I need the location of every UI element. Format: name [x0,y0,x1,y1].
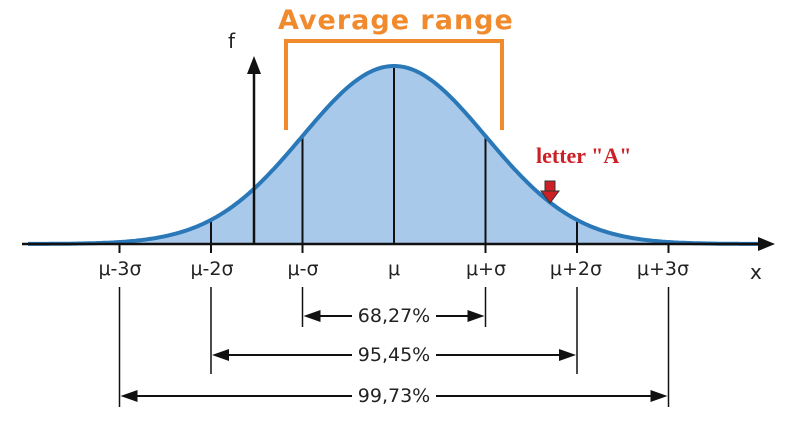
tick-label-plus-1-sigma: μ+σ [466,258,506,280]
arrow-right-icon [467,310,485,322]
tick-label-plus-3-sigma: μ+3σ [637,258,689,280]
arrow-left-icon [303,310,321,322]
average-range-bracket [284,39,504,130]
range-label-99: 99,73% [358,385,430,407]
x-axis-arrow-icon [758,237,775,251]
letter-a-annotation: letter "A" [536,143,631,168]
range-label-68: 68,27% [358,305,430,327]
down-arrow-icon [540,180,560,204]
sigma-lines [118,67,670,253]
arrow-left-icon [212,349,229,361]
arrow-left-icon [120,390,138,402]
x-axis-label: x [750,260,762,284]
tick-label-minus-2-sigma: μ-2σ [190,258,233,280]
f-axis-label: f [228,29,236,53]
tick-label-minus-3-sigma: μ-3σ [98,258,141,280]
f-axis-arrow-icon [247,56,261,74]
bell-curve [28,64,758,246]
tick-labels: μ-3σ μ-2σ μ-σ μ μ+σ μ+2σ μ+3σ [98,258,689,280]
range-label-95: 95,45% [358,344,430,366]
tick-label-minus-1-sigma: μ-σ [288,258,319,280]
tick-label-mu: μ [388,258,400,280]
tick-label-plus-2-sigma: μ+2σ [550,258,602,280]
arrow-right-icon [559,349,576,361]
range-guides [118,287,670,407]
arrow-right-icon [650,390,668,402]
average-range-title: Average range [278,5,514,36]
